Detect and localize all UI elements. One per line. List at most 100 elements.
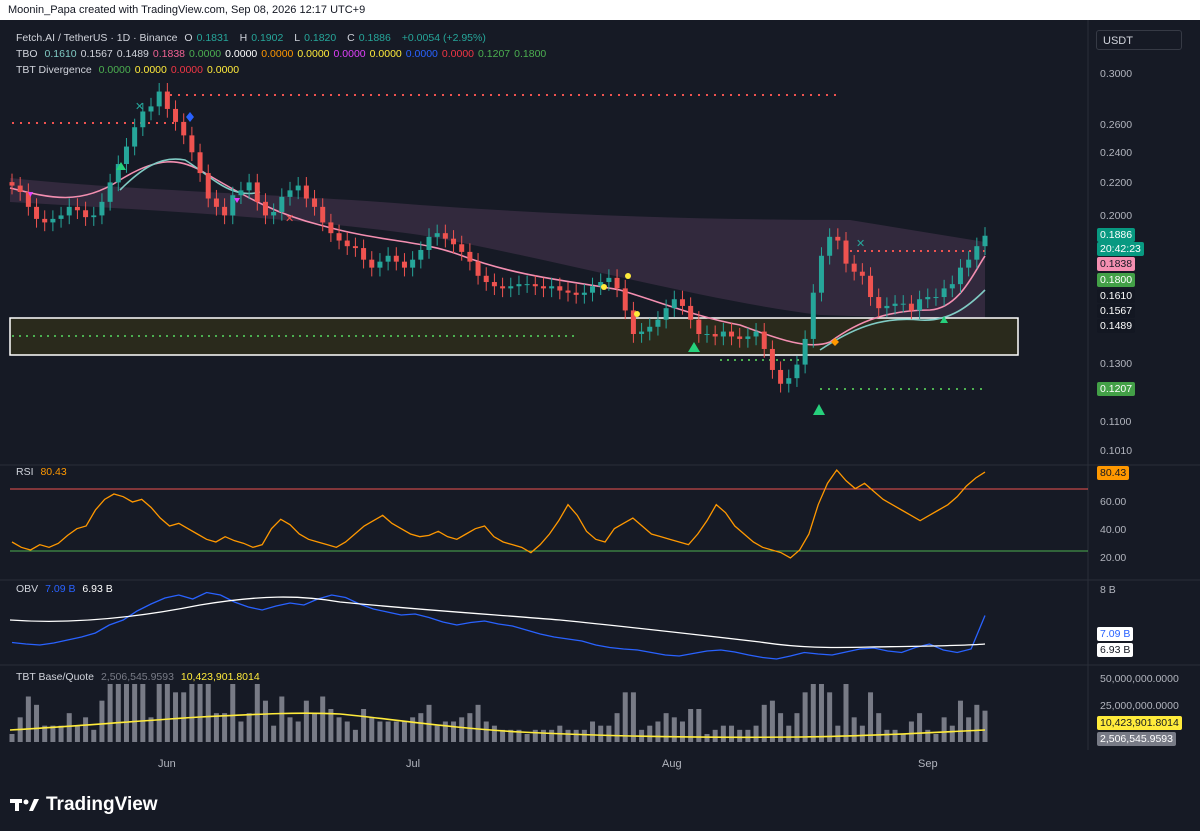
candle-body <box>91 215 97 218</box>
volume-bar <box>573 729 579 742</box>
tbt-bq-legend[interactable]: TBT Base/Quote 2,506,545.9593 10,423,901… <box>16 671 260 683</box>
volume-bar <box>320 696 326 742</box>
symbol-legend[interactable]: Fetch.AI / TetherUS · 1D · Binance O 0.18… <box>16 32 490 44</box>
candle-body <box>352 246 358 249</box>
volume-bar <box>66 713 72 742</box>
volume-bar <box>451 721 457 742</box>
volume-bar <box>181 692 187 742</box>
candle-body <box>295 185 301 191</box>
volume-bar <box>434 725 440 742</box>
legend-value: 0.0000 <box>98 64 131 76</box>
candle-body <box>459 244 465 252</box>
candle-body <box>410 259 416 268</box>
volume-bar <box>164 684 170 742</box>
candle-body <box>434 233 440 237</box>
brand-name: TradingView <box>46 794 158 815</box>
volume-bar <box>303 700 309 742</box>
support-zone <box>9 317 1019 356</box>
candle-body <box>475 261 481 276</box>
legend-value: 0.0000 <box>333 48 366 60</box>
candle-body <box>279 196 285 212</box>
price-axis-label: 0.2200 <box>1100 177 1133 189</box>
volume-bar <box>271 725 277 742</box>
candle-body <box>892 303 898 306</box>
volume-bar <box>213 713 219 742</box>
rsi-legend[interactable]: RSI 80.43 <box>16 466 67 478</box>
obv-axis-label: 8 B <box>1100 584 1116 596</box>
volume-bar <box>238 721 244 742</box>
candle-body <box>140 111 146 128</box>
candle-body <box>761 331 767 349</box>
candle-body <box>393 255 399 262</box>
candle-body <box>238 190 244 196</box>
candle-body <box>974 246 980 260</box>
tbt-divergence-values: 0.0000 0.0000 0.0000 0.0000 <box>99 64 244 76</box>
obv-signal-line <box>9 596 986 649</box>
candle-body <box>581 292 587 295</box>
tbt-axis-label: 50,000,000.0000 <box>1100 673 1179 685</box>
yellow-marker <box>625 273 631 279</box>
candle-body <box>401 261 407 268</box>
obv-signal-tag: 6.93 B <box>1097 643 1134 657</box>
volume-bar <box>156 684 162 742</box>
tbt-axis-label: 25,000,000.0000 <box>1100 700 1179 712</box>
candle-body <box>778 369 784 384</box>
symbol-name[interactable]: Fetch.AI / TetherUS · 1D · Binance <box>16 32 178 44</box>
buy-signal-triangle-3 <box>116 162 126 170</box>
candle-body <box>132 127 138 147</box>
candle-body <box>818 255 824 293</box>
volume-bar <box>679 721 685 742</box>
volume-bar <box>884 729 890 742</box>
volume-bar <box>778 713 784 742</box>
volume-bar <box>189 684 195 742</box>
legend-value: 0.0000 <box>405 48 438 60</box>
legend-value: 0.0000 <box>261 48 294 60</box>
volume-bar <box>475 704 481 742</box>
legend-value: 0.0000 <box>206 64 240 76</box>
candle-body <box>794 364 800 379</box>
tradingview-logo[interactable]: TradingView <box>10 794 158 816</box>
candle-body <box>565 290 571 293</box>
candle-body <box>197 152 203 174</box>
price-axis-label: 0.2600 <box>1100 119 1133 131</box>
candle-body <box>769 348 775 370</box>
price-chart[interactable]: ✕ ✕ ✕ <box>0 20 1200 780</box>
candle-body <box>25 191 31 207</box>
candle-body <box>312 198 318 207</box>
obv-legend[interactable]: OBV 7.09 B 6.93 B <box>16 583 113 595</box>
volume-bar <box>132 684 138 742</box>
candle-body <box>720 331 726 337</box>
candle-body <box>712 334 718 337</box>
volume-bar <box>385 721 391 742</box>
chart-area[interactable]: ✕ ✕ ✕ Fetch.AI / TetherUS · 1D · Binance… <box>0 20 1200 780</box>
tbt-divergence-legend[interactable]: TBT Divergence 0.0000 0.0000 0.0000 0.0000 <box>16 64 247 76</box>
tbt-average-line <box>9 712 986 739</box>
volume-bar <box>148 717 154 742</box>
candle-body <box>688 305 694 320</box>
candle-body <box>573 292 579 295</box>
candle-body <box>303 185 309 199</box>
tbt-bq-value1: 2,506,545.9593 <box>100 671 174 683</box>
tbo-legend[interactable]: TBO 0.1610 0.1567 0.1489 0.1838 0.0000 0.0000… <box>16 48 554 60</box>
watermark-header: Moonin_Papa created with TradingView.com… <box>0 0 1200 20</box>
rsi-value: 80.43 <box>40 466 67 478</box>
volume-bar <box>957 700 963 742</box>
candle-body <box>377 261 383 268</box>
candle-body <box>549 286 555 289</box>
volume-bar <box>336 717 342 742</box>
volume-bar <box>377 721 383 742</box>
volume-bar <box>753 725 759 742</box>
time-axis-label: Jul <box>406 758 421 770</box>
volume-bar <box>590 721 596 742</box>
volume-bar <box>222 713 228 742</box>
candle-body <box>500 286 506 289</box>
currency-button[interactable]: USDT <box>1096 30 1182 50</box>
high-label: H <box>239 32 248 44</box>
obv-value: 7.09 B <box>45 583 76 595</box>
cross-marker: ✕ <box>135 101 144 113</box>
candle-body <box>957 267 963 285</box>
volume-bar <box>655 721 661 742</box>
volume-bar <box>115 684 121 742</box>
obv-line <box>11 591 986 660</box>
volume-bars <box>9 684 988 742</box>
